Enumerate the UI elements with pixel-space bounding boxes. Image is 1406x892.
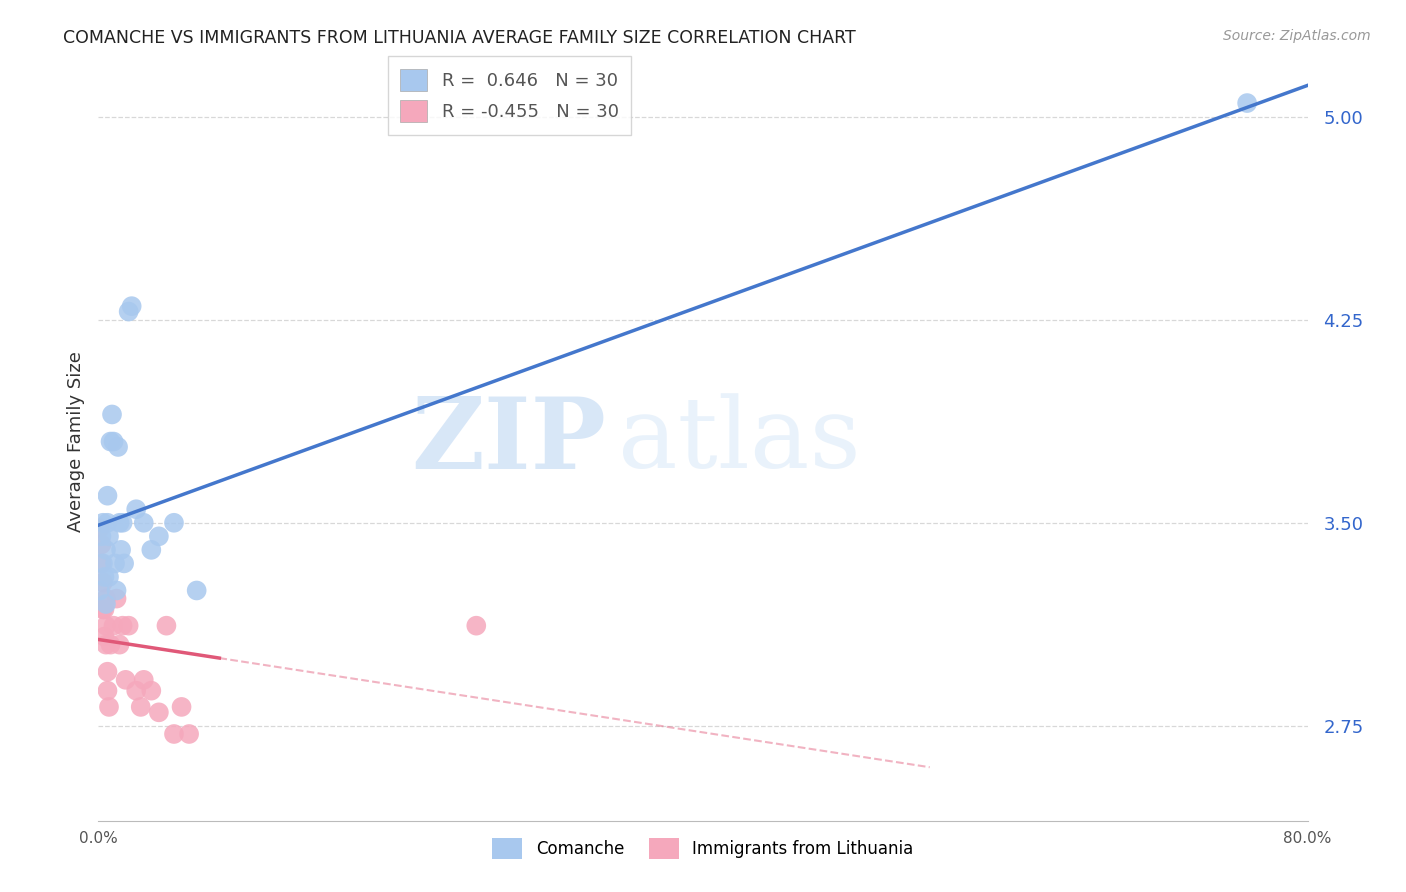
Point — [132, 516, 155, 530]
Point — [96, 665, 118, 679]
Point — [94, 618, 117, 632]
Point — [108, 638, 131, 652]
Point — [103, 434, 125, 449]
Point — [155, 618, 177, 632]
Legend: Comanche, Immigrants from Lithuania: Comanche, Immigrants from Lithuania — [485, 831, 921, 865]
Point — [107, 440, 129, 454]
Point — [94, 638, 117, 652]
Point — [91, 602, 114, 616]
Text: atlas: atlas — [619, 393, 860, 490]
Point — [105, 591, 128, 606]
Point — [93, 570, 115, 584]
Point — [179, 727, 201, 741]
Point — [112, 557, 135, 571]
Text: COMANCHE VS IMMIGRANTS FROM LITHUANIA AVERAGE FAMILY SIZE CORRELATION CHART: COMANCHE VS IMMIGRANTS FROM LITHUANIA AV… — [63, 29, 856, 46]
Text: Source: ZipAtlas.com: Source: ZipAtlas.com — [1223, 29, 1371, 43]
Point — [186, 583, 208, 598]
Text: ZIP: ZIP — [412, 393, 606, 490]
Point — [105, 583, 128, 598]
Point — [148, 706, 170, 720]
Point — [125, 683, 148, 698]
Point — [1236, 96, 1258, 111]
Point — [96, 516, 118, 530]
Point — [89, 583, 111, 598]
Point — [100, 638, 122, 652]
Point — [93, 630, 115, 644]
Point — [103, 618, 125, 632]
Point — [114, 673, 136, 687]
Point — [91, 557, 114, 571]
Point — [89, 521, 111, 535]
Point — [465, 618, 488, 632]
Point — [94, 597, 117, 611]
Point — [93, 602, 115, 616]
Point — [111, 516, 134, 530]
Point — [98, 699, 121, 714]
Point — [148, 529, 170, 543]
Point — [163, 516, 186, 530]
Point — [90, 557, 112, 571]
Point — [132, 673, 155, 687]
Point — [108, 516, 131, 530]
Point — [96, 683, 118, 698]
Point — [118, 304, 141, 318]
Point — [129, 699, 152, 714]
Point — [98, 570, 121, 584]
Point — [110, 542, 132, 557]
Point — [104, 557, 127, 571]
Point — [121, 299, 143, 313]
Point — [94, 591, 117, 606]
Point — [125, 502, 148, 516]
Point — [170, 699, 193, 714]
Point — [111, 618, 134, 632]
Point — [141, 542, 163, 557]
Point — [91, 516, 114, 530]
Point — [100, 434, 122, 449]
Point — [90, 537, 112, 551]
Point — [101, 408, 124, 422]
Point — [118, 618, 141, 632]
Point — [98, 529, 121, 543]
Point — [94, 542, 117, 557]
Point — [96, 489, 118, 503]
Point — [91, 575, 114, 590]
Point — [141, 683, 163, 698]
Point — [163, 727, 186, 741]
Point — [90, 529, 112, 543]
Y-axis label: Average Family Size: Average Family Size — [66, 351, 84, 532]
